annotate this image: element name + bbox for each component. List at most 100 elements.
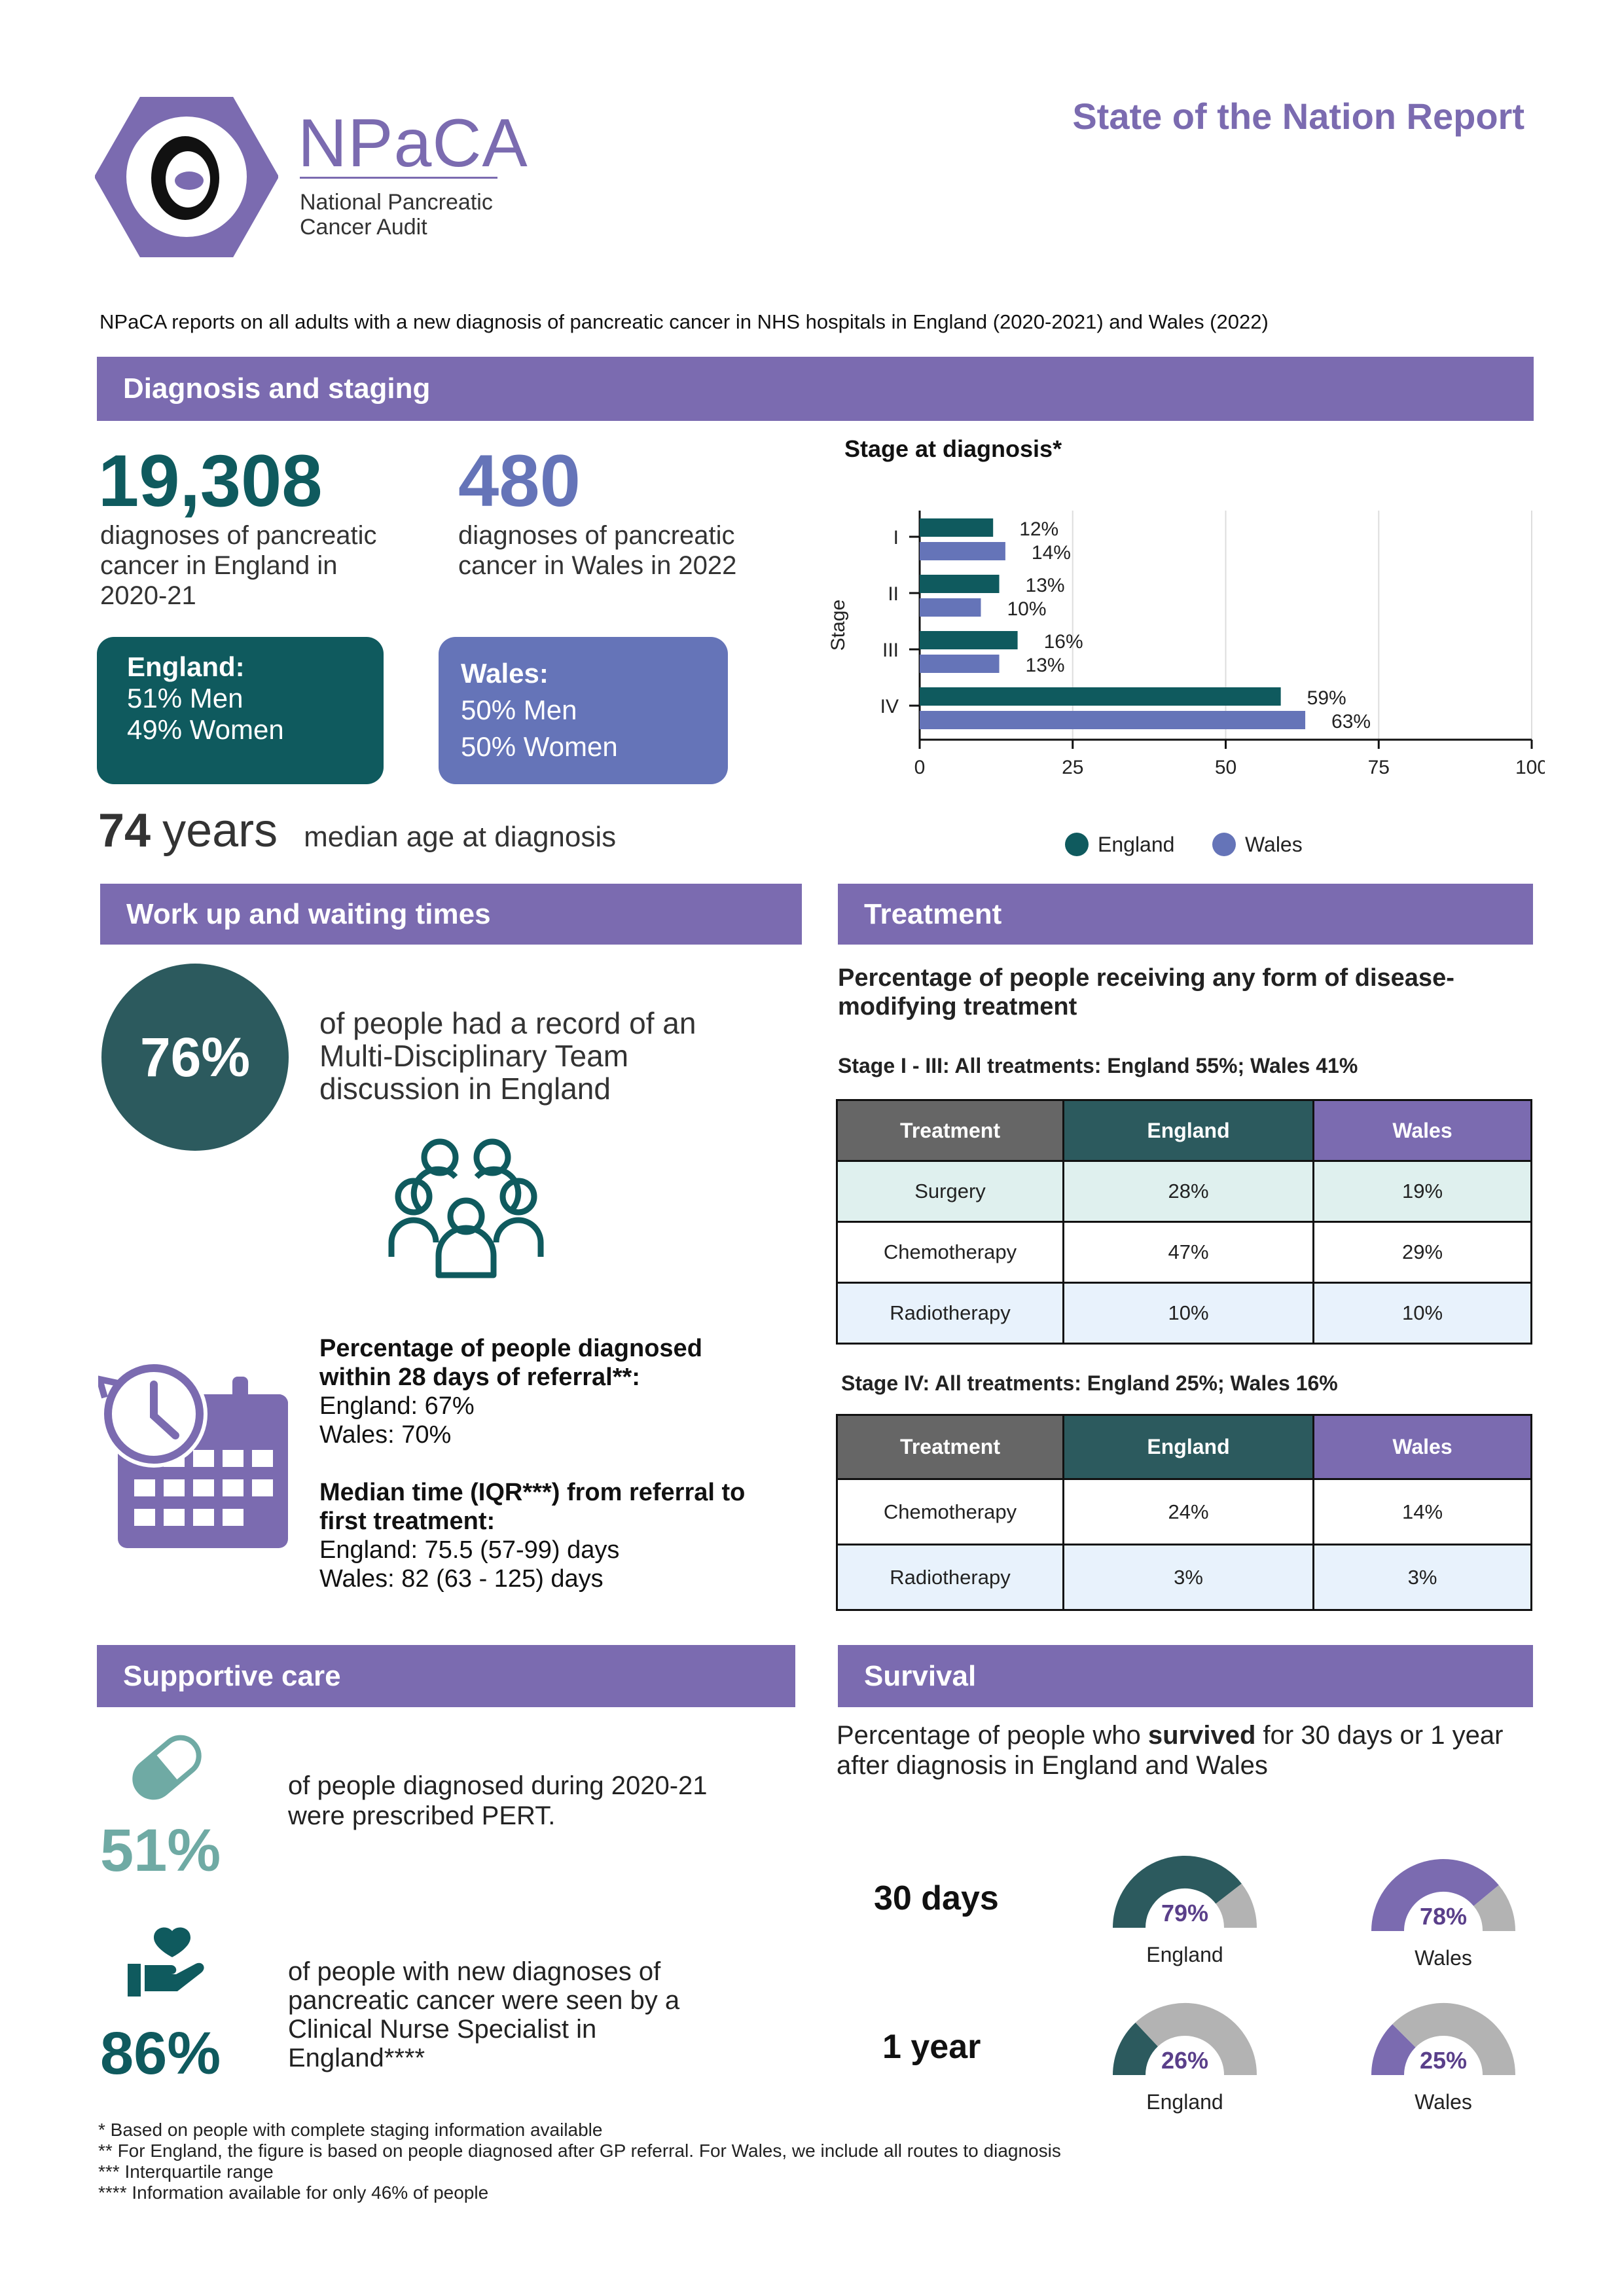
col-treatment: Treatment [836, 1414, 1064, 1480]
section-header-survival: Survival [838, 1645, 1533, 1707]
y-tick-label: II [888, 583, 899, 605]
mdt-circle: 76% [101, 964, 289, 1151]
footnote: *** Interquartile range [98, 2161, 274, 2182]
wales-box-title: Wales: [461, 658, 549, 689]
section-title: Supportive care [123, 1659, 341, 1692]
bar-data-label: 59% [1307, 687, 1346, 709]
pert-line: of people diagnosed during 2020-21 [288, 1771, 708, 1800]
footnotes: * Based on people with complete staging … [98, 2120, 1061, 2203]
gauge-value-text: 79% [1161, 1900, 1208, 1926]
bar-data-label: 12% [1019, 518, 1058, 540]
wales-gender-box: Wales: 50% Men 50% Women [439, 637, 728, 784]
survival-intro-line: after diagnosis in England and Wales [837, 1751, 1268, 1780]
gauge-remainder-arc [1473, 1885, 1515, 1932]
cns-percentage: 86% [100, 2020, 221, 2087]
cns-text: of people with new diagnoses of pancreat… [288, 1957, 679, 2072]
legend-label: England [1098, 833, 1174, 856]
stage-chart-title: Stage at diagnosis* [844, 435, 1062, 462]
table-row: Chemotherapy 24% 14% [836, 1478, 1532, 1545]
table-cell: 10% [1312, 1282, 1532, 1345]
median-wales: Wales: 82 (63 - 125) days [319, 1565, 604, 1593]
pill-capsule-icon [132, 1735, 202, 1800]
desc-line: cancer in England in [100, 551, 338, 580]
table-row: Surgery 28% 19% [836, 1160, 1532, 1223]
report-title: State of the Nation Report [1072, 96, 1525, 137]
caption-prefix: Stage I - III: All treatments: [838, 1054, 1108, 1077]
table-row: Radiotherapy 3% 3% [836, 1544, 1532, 1611]
england-gender-box: England: 51% Men 49% Women [97, 637, 384, 784]
gauge-remainder-arc [1135, 2003, 1257, 2076]
section-header-treatment: Treatment [838, 884, 1533, 945]
table-cell: 14% [1312, 1478, 1532, 1545]
footnote: ** For England, the figure is based on p… [98, 2141, 1061, 2161]
bar-england [920, 631, 1018, 649]
referral-info: Percentage of people diagnosed within 28… [319, 1334, 745, 1593]
mdt-line: Multi-Disciplinary Team [319, 1039, 629, 1073]
gauge-country-label: England [1146, 1943, 1223, 1966]
intro-text: NPaCA reports on all adults with a new d… [99, 310, 1269, 333]
gauge-value-arc [1113, 1856, 1242, 1928]
logo-wordmark: NPaCA [298, 105, 528, 181]
team-people-icon [388, 1138, 544, 1278]
desc-line: diagnoses of pancreatic [458, 521, 735, 550]
bar-data-label: 13% [1026, 655, 1065, 676]
gauge-value-arc [1371, 1859, 1499, 1932]
table-cell: Chemotherapy [836, 1478, 1064, 1545]
row-label-30-days: 30 days [874, 1879, 999, 1917]
bar-england [920, 575, 1000, 593]
col-treatment: Treatment [836, 1099, 1064, 1162]
subtitle-line: Percentage of people receiving any form … [838, 964, 1454, 992]
treatment-subtitle: Percentage of people receiving any form … [838, 964, 1454, 1021]
table-row: Radiotherapy 10% 10% [836, 1282, 1532, 1345]
table-cell: 19% [1312, 1160, 1532, 1223]
x-tick-label: 50 [1215, 757, 1236, 778]
table-header-row: Treatment England Wales [836, 1099, 1532, 1162]
gauge-country-label: Wales [1415, 2090, 1472, 2114]
median-england: England: 75.5 (57-99) days [319, 1536, 620, 1564]
bar-data-label: 13% [1026, 575, 1065, 596]
wales-count-desc: diagnoses of pancreatic cancer in Wales … [458, 520, 736, 581]
survival-intro-line: Percentage of people who survived for 30… [837, 1720, 1503, 1750]
desc-line: 2020-21 [100, 581, 196, 610]
table-cell: 28% [1062, 1160, 1314, 1223]
subtitle-line: modifying treatment [838, 993, 1077, 1021]
section-title: Diagnosis and staging [123, 372, 431, 405]
england-count-desc: diagnoses of pancreatic cancer in Englan… [100, 520, 377, 611]
table-cell: Radiotherapy [836, 1282, 1064, 1345]
bar-data-label: 63% [1331, 711, 1371, 732]
cns-line: Clinical Nurse Specialist in [288, 2015, 597, 2044]
table-cell: 47% [1062, 1221, 1314, 1284]
spacer [319, 1449, 745, 1478]
mdt-text: of people had a record of an Multi-Disci… [319, 1007, 696, 1105]
intro-part: Percentage of people who [837, 1721, 1148, 1750]
england-box-women: 49% Women [127, 714, 284, 745]
bar-wales [920, 711, 1306, 729]
gauge-value-text: 78% [1420, 1903, 1467, 1930]
footnote: * Based on people with complete staging … [98, 2120, 603, 2140]
table-cell: 24% [1062, 1478, 1314, 1545]
gauge-remainder-arc [1215, 1883, 1257, 1928]
bar-england [920, 687, 1281, 706]
table-cell: Surgery [836, 1160, 1064, 1223]
hand-heart-icon [128, 1927, 204, 1997]
calendar-clock-icon [98, 1360, 288, 1548]
median-title: first treatment: [319, 1508, 496, 1535]
npaca-logo [94, 96, 279, 258]
table-cell: Radiotherapy [836, 1544, 1064, 1611]
bar-data-label: 14% [1032, 542, 1071, 564]
x-tick-label: 25 [1062, 757, 1083, 778]
england-box-title: England: [127, 651, 245, 682]
table-cell: 3% [1062, 1544, 1314, 1611]
table-cell: Chemotherapy [836, 1221, 1064, 1284]
bar-wales [920, 598, 981, 617]
col-england: England [1062, 1099, 1314, 1162]
x-tick-label: 0 [914, 757, 926, 778]
legend-swatch [1065, 833, 1089, 856]
gauge-value-text: 25% [1420, 2047, 1467, 2074]
col-wales: Wales [1312, 1099, 1532, 1162]
gauge-value-text: 26% [1161, 2047, 1208, 2074]
gauge-svg: 78% [1371, 1859, 1515, 1932]
median-age-number: 74 [98, 804, 151, 857]
section-title: Treatment [864, 897, 1002, 930]
